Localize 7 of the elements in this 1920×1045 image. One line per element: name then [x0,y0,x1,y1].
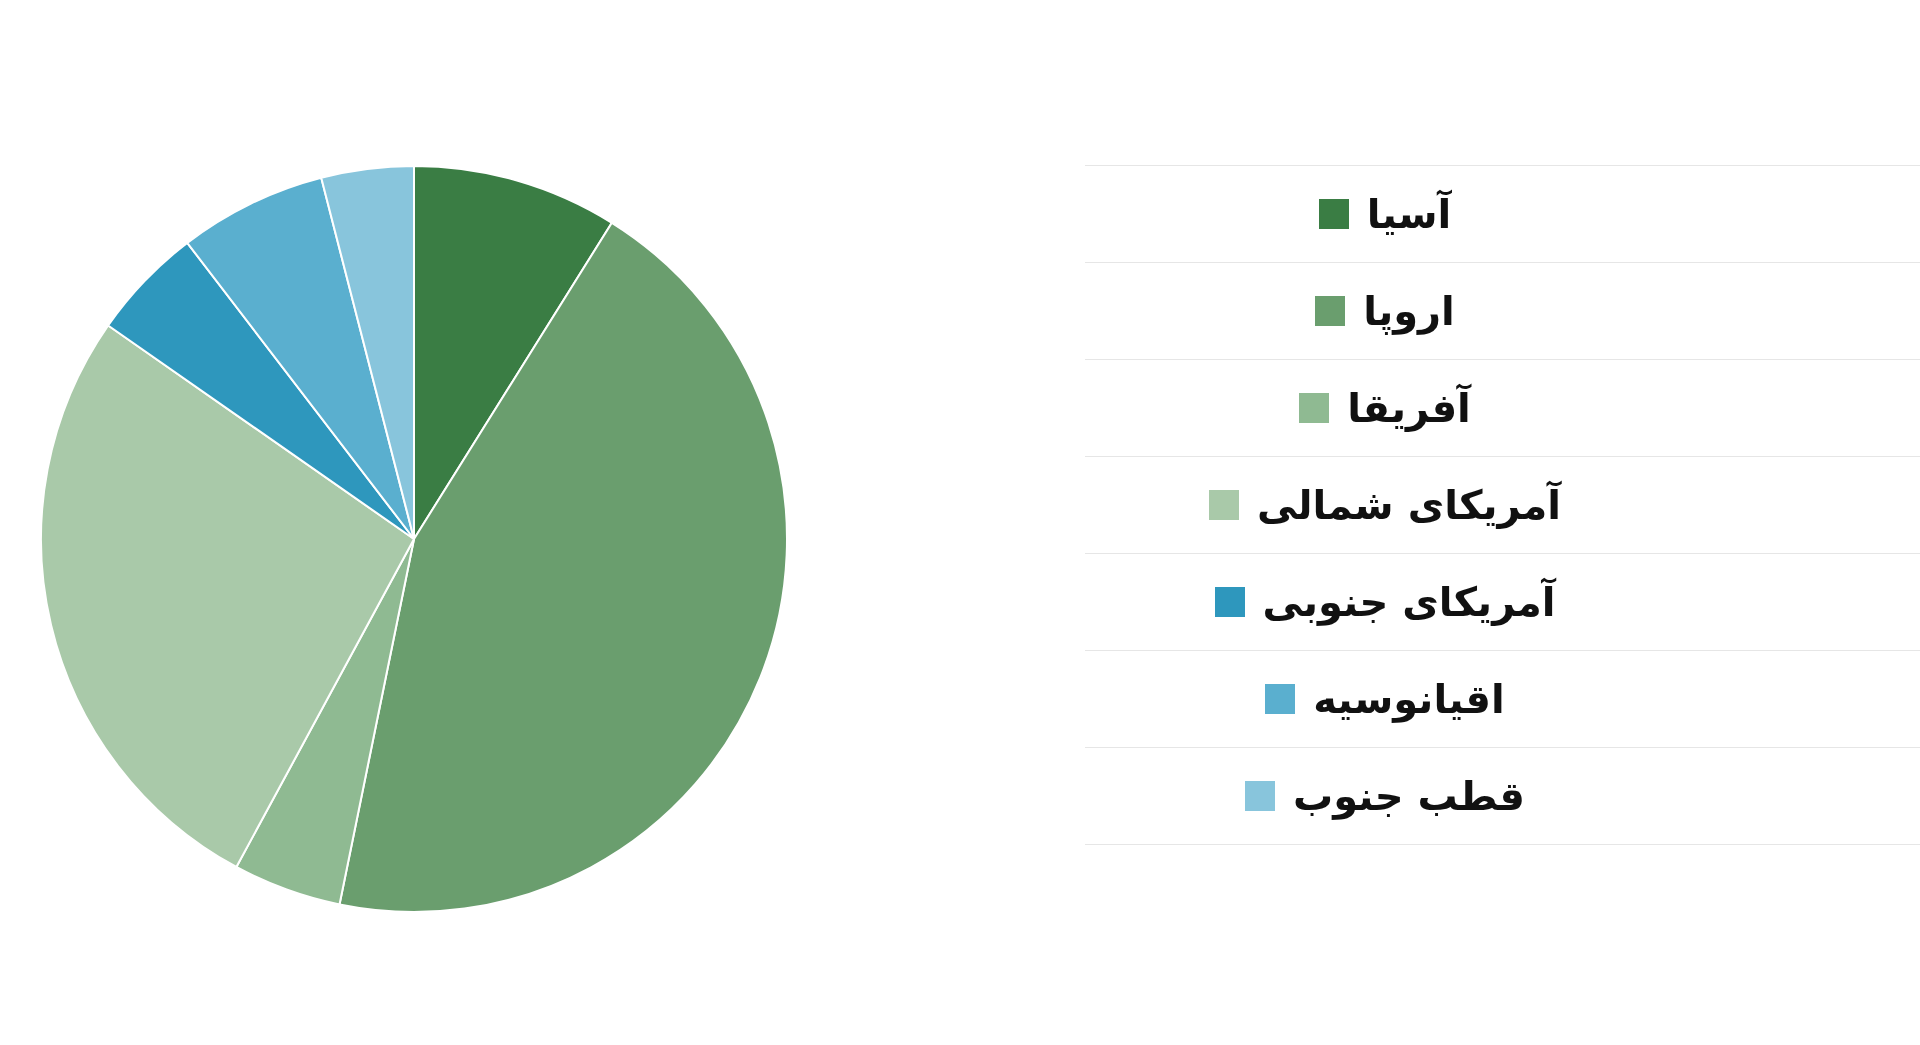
legend-label: اروپا [1363,288,1455,334]
legend-label: آمریکای شمالی [1257,482,1561,528]
legend-label: اقیانوسیه [1313,676,1505,722]
legend-label: آفریقا [1347,385,1471,431]
legend-label: قطب جنوب [1293,773,1525,819]
legend-label: آسیا [1366,191,1452,237]
legend-label: آمریکای جنوبی [1262,579,1556,625]
